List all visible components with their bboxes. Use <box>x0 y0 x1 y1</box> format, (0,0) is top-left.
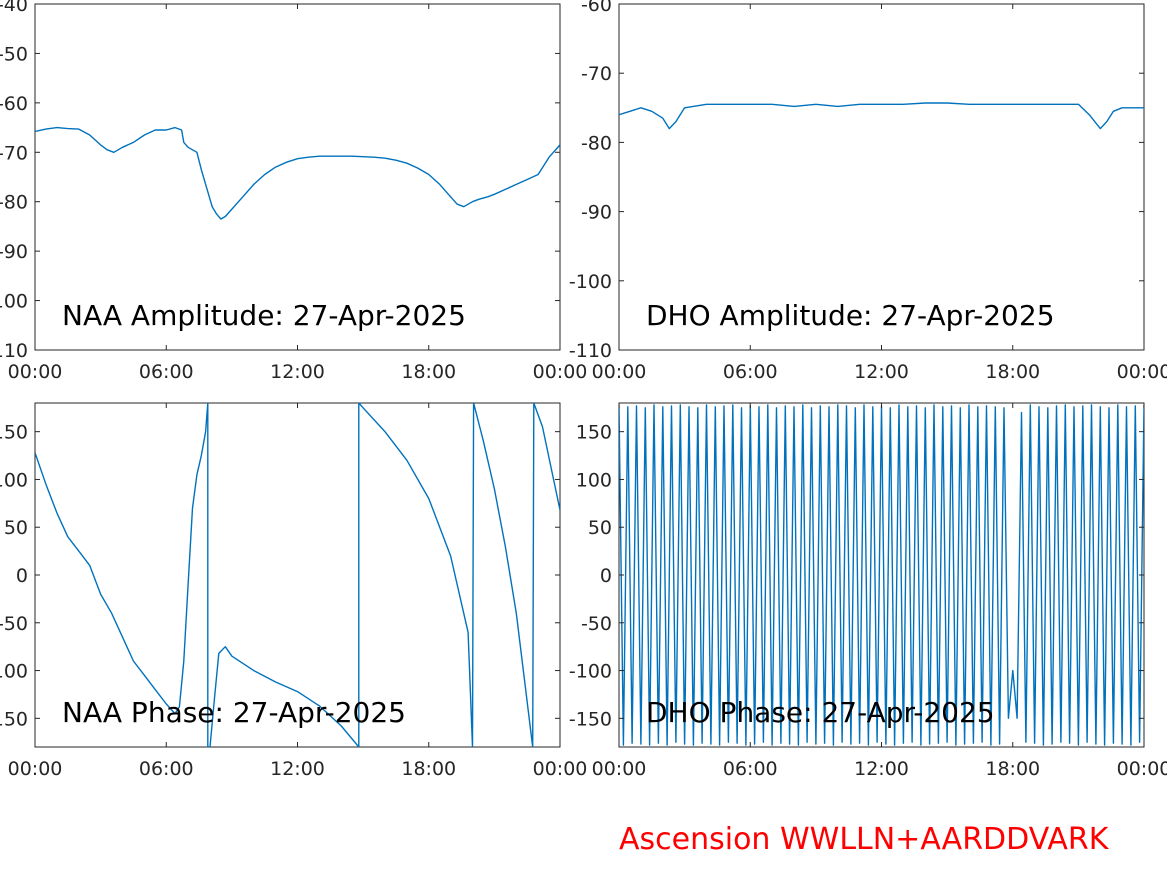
x-tick-label: 00:00 <box>8 758 63 780</box>
x-tick-label: 00:00 <box>1117 361 1167 383</box>
y-tick-label: -50 <box>0 43 28 65</box>
y-tick-label: -50 <box>581 613 612 635</box>
naa-amplitude-panel: 00:00 06:00 12:00 18:00 00:00 -40 -50 -60 -70 -80… <box>0 0 587 383</box>
y-tick-label: -100 <box>0 291 28 313</box>
y-tick-label: -110 <box>569 340 612 362</box>
x-tick-label: 12:00 <box>270 758 325 780</box>
y-tick-label: -40 <box>0 0 28 16</box>
station-label: Ascension WWLLN+AARDDVARK <box>619 822 1109 857</box>
y-tick-label: 0 <box>600 565 612 587</box>
x-tick-label: 00:00 <box>533 361 588 383</box>
x-tick-label: 06:00 <box>139 758 194 780</box>
y-tick-label: -90 <box>581 202 612 224</box>
x-tick-label: 00:00 <box>533 758 588 780</box>
x-tick-label: 00:00 <box>592 361 647 383</box>
y-tick-label: -80 <box>0 192 28 214</box>
x-tick-label: 06:00 <box>139 361 194 383</box>
y-tick-label: -150 <box>569 708 612 730</box>
dho-amplitude-panel: 00:00 06:00 12:00 18:00 00:00 -60 -70 -80 -90 -10… <box>569 0 1167 383</box>
data-line <box>619 102 1144 130</box>
y-tick-label: -100 <box>569 661 612 683</box>
x-tick-label: 00:00 <box>1117 758 1167 780</box>
y-tick-label: -60 <box>0 93 28 115</box>
y-tick-label: -110 <box>0 340 28 362</box>
chart-title: DHO Amplitude: 27-Apr-2025 <box>646 299 1055 332</box>
y-tick-label: -90 <box>0 241 28 263</box>
y-tick-label: -100 <box>0 661 28 683</box>
x-tick-label: 12:00 <box>854 758 909 780</box>
x-tick-label: 06:00 <box>723 361 778 383</box>
y-tick-label: -100 <box>569 271 612 293</box>
data-line <box>619 404 1144 746</box>
x-tick-label: 18:00 <box>985 361 1040 383</box>
y-tick-label: 0 <box>16 565 28 587</box>
data-line <box>35 403 560 747</box>
y-tick-label: -60 <box>581 0 612 16</box>
y-tick-label: 150 <box>0 422 28 444</box>
x-tick-label: 18:00 <box>401 361 456 383</box>
chart-title: DHO Phase: 27-Apr-2025 <box>646 696 995 729</box>
naa-phase-panel: 00:00 06:00 12:00 18:00 00:00 150 100 50 0 -50 -10… <box>0 402 588 780</box>
x-tick-label: 00:00 <box>8 361 63 383</box>
x-tick-label: 18:00 <box>985 758 1040 780</box>
y-tick-label: -50 <box>0 613 28 635</box>
y-tick-label: -70 <box>581 63 612 85</box>
y-tick-label: 100 <box>0 469 28 491</box>
chart-title: NAA Phase: 27-Apr-2025 <box>62 696 406 729</box>
y-tick-label: -150 <box>0 708 28 730</box>
y-tick-label: 50 <box>4 517 28 539</box>
y-tick-label: 150 <box>576 422 612 444</box>
data-line <box>35 126 560 220</box>
chart-title: NAA Amplitude: 27-Apr-2025 <box>62 299 466 332</box>
x-tick-label: 06:00 <box>723 758 778 780</box>
y-tick-label: -80 <box>581 132 612 154</box>
y-tick-label: 50 <box>588 517 612 539</box>
x-tick-label: 12:00 <box>270 361 325 383</box>
y-tick-label: 100 <box>576 469 612 491</box>
x-tick-label: 18:00 <box>401 758 456 780</box>
dho-phase-panel: 00:00 06:00 12:00 18:00 00:00 150 100 50 0 -50 -10… <box>569 402 1167 780</box>
x-tick-label: 00:00 <box>592 758 647 780</box>
x-tick-label: 12:00 <box>854 361 909 383</box>
y-tick-label: -70 <box>0 142 28 164</box>
